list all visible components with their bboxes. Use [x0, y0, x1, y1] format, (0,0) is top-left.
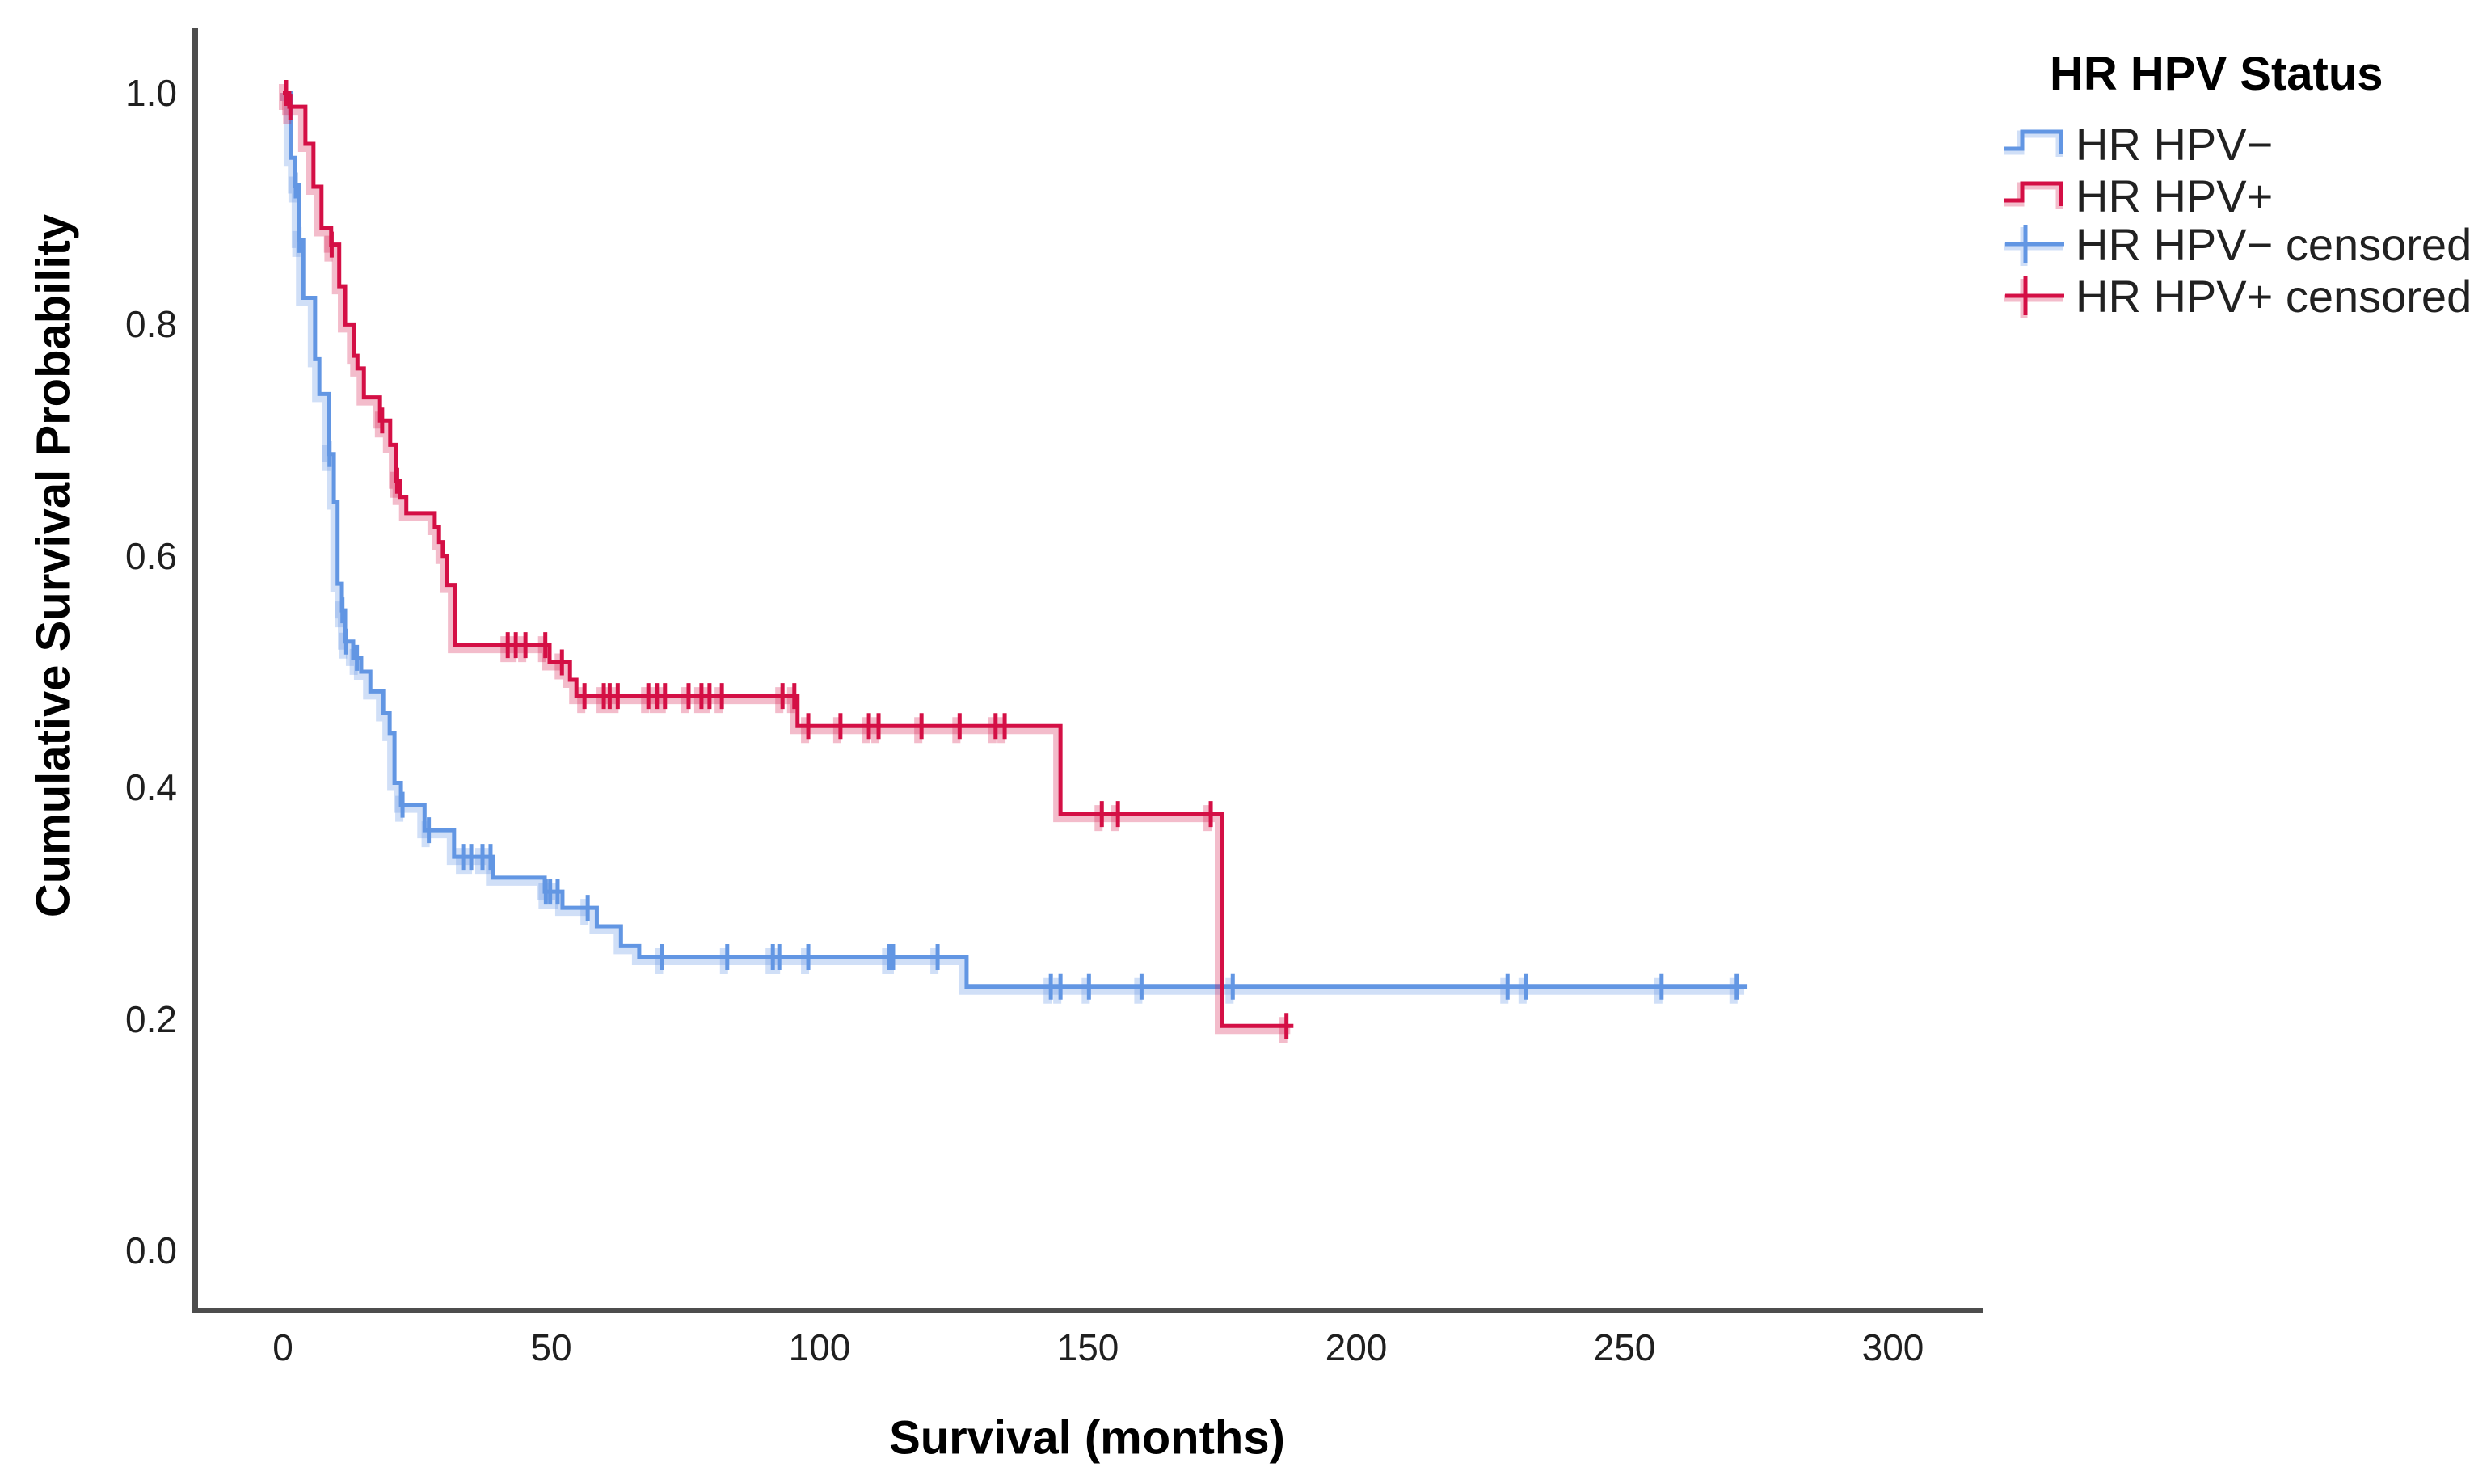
legend-item-label: HR HPV+: [2076, 170, 2274, 221]
x-tick-label: 300: [1861, 1326, 1924, 1368]
legend-item: HR HPV− censored: [2004, 219, 2472, 270]
key-shadow: [2004, 227, 2063, 266]
y-tick-label: 0.6: [125, 534, 177, 577]
legend-item: HR HPV+ censored: [2004, 271, 2472, 322]
survival-curve-hpv-negative-shadow: [280, 93, 1745, 995]
y-tick-label: 0.0: [125, 1229, 177, 1271]
key-shadow: [2004, 130, 2063, 157]
key-stroke: [2004, 181, 2063, 206]
legend-item-label: HR HPV−: [2076, 118, 2274, 170]
x-tick-label: 250: [1593, 1326, 1656, 1368]
x-tick-label: 0: [272, 1326, 293, 1368]
step-line-icon: [2004, 129, 2063, 157]
key-stroke: [2004, 129, 2063, 154]
x-tick-label: 100: [788, 1326, 851, 1368]
survival-curve-hpv-positive: [283, 91, 1294, 1028]
x-tick-label: 50: [530, 1326, 572, 1368]
legend-title: HR HPV Status: [2050, 48, 2383, 100]
censored-plus-icon: [2004, 276, 2064, 318]
key-shadow: [2004, 182, 2063, 209]
legend-item-label: HR HPV− censored: [2076, 218, 2472, 270]
y-tick-label: 0.4: [125, 766, 177, 809]
key-stroke: [2005, 225, 2064, 263]
legend-item: HR HPV−: [2004, 119, 2273, 170]
censor-marks-hpv-negative: [293, 172, 1739, 1000]
survival-curve-hpv-positive-shadow: [280, 93, 1291, 1035]
x-axis-title: Survival (months): [889, 1411, 1285, 1465]
key-shadow: [2004, 279, 2063, 318]
censor-marks-hpv-positive: [284, 80, 1289, 1039]
x-tick-label: 200: [1325, 1326, 1388, 1368]
censor-marks-hpv-positive-shadow: [278, 84, 1288, 1043]
key-stroke: [2005, 276, 2064, 315]
y-tick-label: 0.2: [125, 997, 177, 1040]
legend-item: HR HPV+: [2004, 171, 2273, 221]
y-tick-label: 1.0: [125, 72, 177, 114]
survival-curve-hpv-negative: [283, 91, 1748, 989]
y-tick-label: 0.8: [125, 303, 177, 346]
legend-item-label: HR HPV+ censored: [2076, 270, 2472, 322]
censored-plus-icon: [2004, 225, 2064, 266]
step-line-icon: [2004, 181, 2063, 209]
x-tick-label: 150: [1056, 1326, 1119, 1368]
